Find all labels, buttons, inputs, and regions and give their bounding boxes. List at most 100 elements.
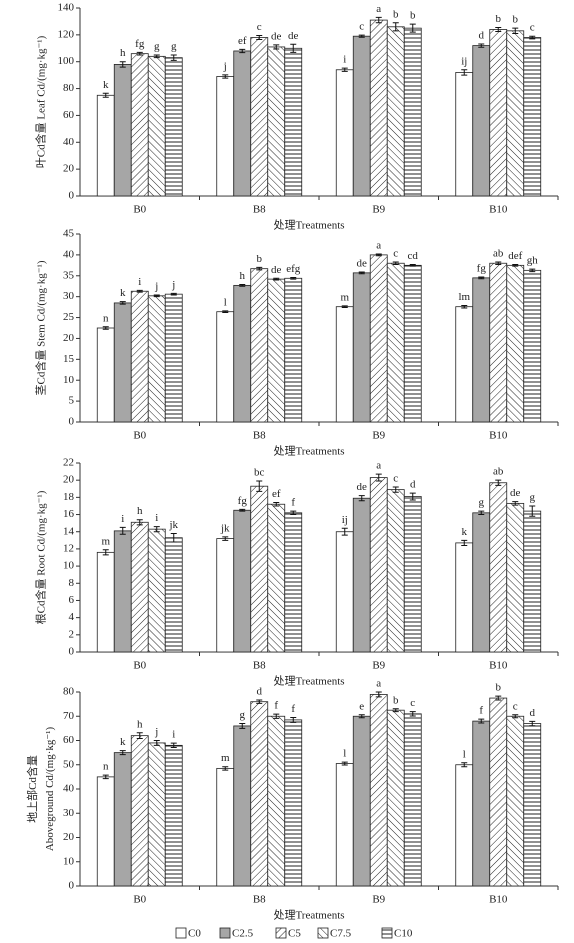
error-bar [461, 69, 468, 76]
legend-label: C10 [394, 928, 413, 940]
bar [335, 306, 354, 423]
bar [147, 528, 166, 653]
significance-letter: h [240, 270, 246, 282]
error-bar [222, 766, 229, 771]
bar [369, 694, 388, 887]
x-tick-label: B9 [372, 430, 385, 442]
x-axis-label: 处理Treatments [273, 909, 344, 922]
bar [96, 551, 115, 653]
bar [216, 311, 235, 423]
error-bar [153, 294, 160, 298]
significance-letter: h [137, 718, 143, 730]
error-bar [256, 35, 263, 41]
y-tick-label: 140 [58, 2, 75, 14]
bar [506, 715, 525, 887]
y-tick-label: 30 [63, 290, 75, 302]
bar [472, 512, 491, 653]
error-bar [495, 261, 502, 265]
significance-letter: m [101, 535, 110, 547]
legend-swatch [275, 927, 287, 939]
error-bar [358, 495, 365, 502]
bar [233, 725, 252, 887]
bar [147, 55, 166, 197]
significance-letter: de [357, 481, 368, 493]
y-tick-label: 6 [69, 594, 75, 606]
bar [403, 713, 422, 887]
error-bar [529, 35, 536, 40]
significance-letter: d [410, 479, 416, 491]
y-tick-label: 4 [69, 611, 75, 623]
significance-letter: cd [408, 250, 419, 262]
error-bar [495, 695, 502, 701]
significance-letter: k [120, 736, 126, 748]
bar [506, 30, 525, 197]
bar [489, 697, 508, 887]
bar [164, 537, 183, 653]
error-bar [290, 43, 297, 53]
bar [472, 277, 491, 423]
error-bar [375, 253, 382, 257]
x-tick-label: B10 [489, 660, 508, 672]
error-bar [529, 505, 536, 517]
significance-letter: b [393, 694, 399, 706]
legend-swatch [317, 927, 329, 939]
bar [96, 776, 115, 887]
significance-letter: d [479, 30, 485, 42]
y-tick-label: 30 [63, 807, 75, 819]
y-axis-label: Aboveground Cd/(mg·kg⁻¹) [44, 727, 56, 852]
x-tick-label: B0 [133, 430, 146, 442]
significance-letter: i [155, 512, 158, 524]
bar [284, 47, 303, 197]
bar [472, 45, 491, 197]
bar [267, 715, 286, 887]
bar [130, 290, 149, 423]
error-bar [392, 486, 399, 493]
x-tick-label: B8 [253, 660, 266, 672]
error-bar [461, 762, 468, 768]
bar [369, 19, 388, 197]
bar [113, 752, 132, 887]
significance-letter: de [510, 487, 521, 499]
significance-letter: i [172, 729, 175, 741]
error-bar [478, 718, 485, 724]
significance-letter: b [257, 253, 263, 265]
y-tick-label: 40 [63, 783, 75, 795]
y-tick-label: 0 [69, 190, 75, 202]
significance-letter: g [530, 491, 536, 503]
bar [455, 542, 474, 653]
error-bar [273, 44, 280, 50]
significance-letter: b [513, 14, 519, 26]
bar [523, 37, 542, 197]
significance-letter: c [513, 700, 518, 712]
error-bar [392, 22, 399, 32]
legend-label: C7.5 [330, 928, 352, 940]
bar [147, 295, 166, 423]
bar [403, 27, 422, 197]
significance-letter: j [154, 726, 158, 738]
bar [403, 496, 422, 653]
y-tick-label: 8 [69, 577, 75, 589]
error-bar [136, 289, 143, 293]
error-bar [239, 508, 246, 512]
bar [164, 57, 183, 197]
legend-label: C2.5 [232, 928, 254, 940]
bar [489, 482, 508, 653]
error-bar [375, 16, 382, 24]
significance-letter: ef [238, 35, 247, 47]
significance-letter: d [530, 707, 536, 719]
bar [284, 512, 303, 653]
bar [113, 530, 132, 653]
bar [455, 72, 474, 197]
bar [267, 503, 286, 653]
y-tick-label: 25 [63, 311, 75, 323]
error-bar [529, 720, 536, 727]
error-bar [290, 276, 297, 280]
bar [250, 485, 269, 653]
error-bar [358, 271, 365, 275]
error-bar [273, 713, 280, 719]
error-bar [239, 723, 246, 729]
y-tick-label: 16 [63, 508, 75, 520]
bar [352, 497, 371, 653]
